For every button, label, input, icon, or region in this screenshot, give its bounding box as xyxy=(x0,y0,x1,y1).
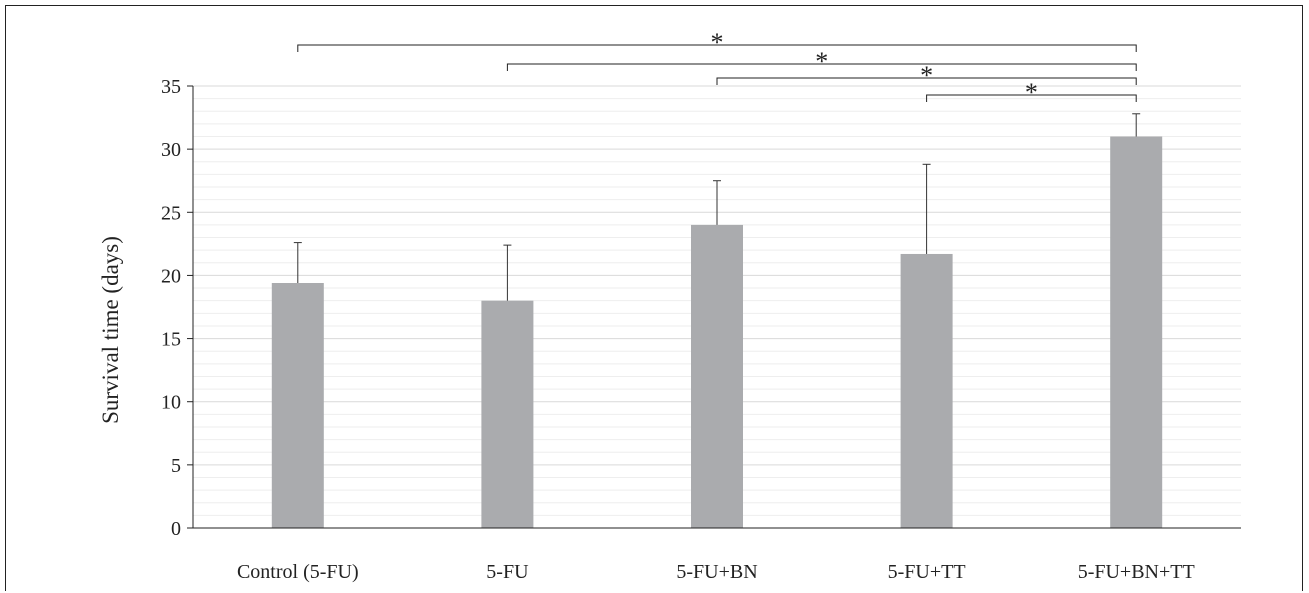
y-tick-label: 30 xyxy=(161,139,181,161)
significance-bracket xyxy=(297,44,1137,52)
bar xyxy=(691,224,743,528)
y-tick-label: 35 xyxy=(161,76,181,98)
significance-star: * xyxy=(815,47,828,76)
y-tick-label: 5 xyxy=(171,455,181,477)
significance-star: * xyxy=(920,61,933,90)
x-category-labels: Control (5-FU) 5-FU 5-FU+BN 5-FU+TT 5-FU+BN+… xyxy=(237,561,1195,583)
bar xyxy=(900,253,953,528)
y-tick-label: 0 xyxy=(171,518,181,540)
axes xyxy=(187,85,1241,529)
y-tick-label: 10 xyxy=(161,392,181,414)
bars xyxy=(271,136,1163,528)
significance-brackets: * * * * xyxy=(297,28,1137,107)
bar xyxy=(271,283,324,528)
x-category-label: 5-FU+BN xyxy=(676,561,757,583)
y-tick-labels: 0 5 10 15 20 25 30 35 xyxy=(161,76,181,540)
bar xyxy=(1110,136,1163,528)
significance-bracket xyxy=(506,63,1137,71)
significance-star: * xyxy=(711,28,724,57)
chart-frame xyxy=(5,5,1303,591)
significance-star: * xyxy=(1025,78,1038,107)
y-tick-label: 25 xyxy=(161,202,181,224)
significance-bracket xyxy=(926,94,1137,102)
x-category-label: Control (5-FU) xyxy=(237,561,359,583)
significance-bracket xyxy=(716,77,1137,85)
x-category-label: 5-FU+BN+TT xyxy=(1078,561,1195,583)
bar xyxy=(481,300,534,528)
y-tick-label: 20 xyxy=(161,265,181,287)
y-tick-label: 15 xyxy=(161,329,181,351)
x-category-label: 5-FU+TT xyxy=(888,561,966,583)
error-bars xyxy=(293,113,1141,301)
x-category-label: 5-FU xyxy=(486,561,529,583)
y-axis-label: Survival time (days) xyxy=(98,236,123,424)
